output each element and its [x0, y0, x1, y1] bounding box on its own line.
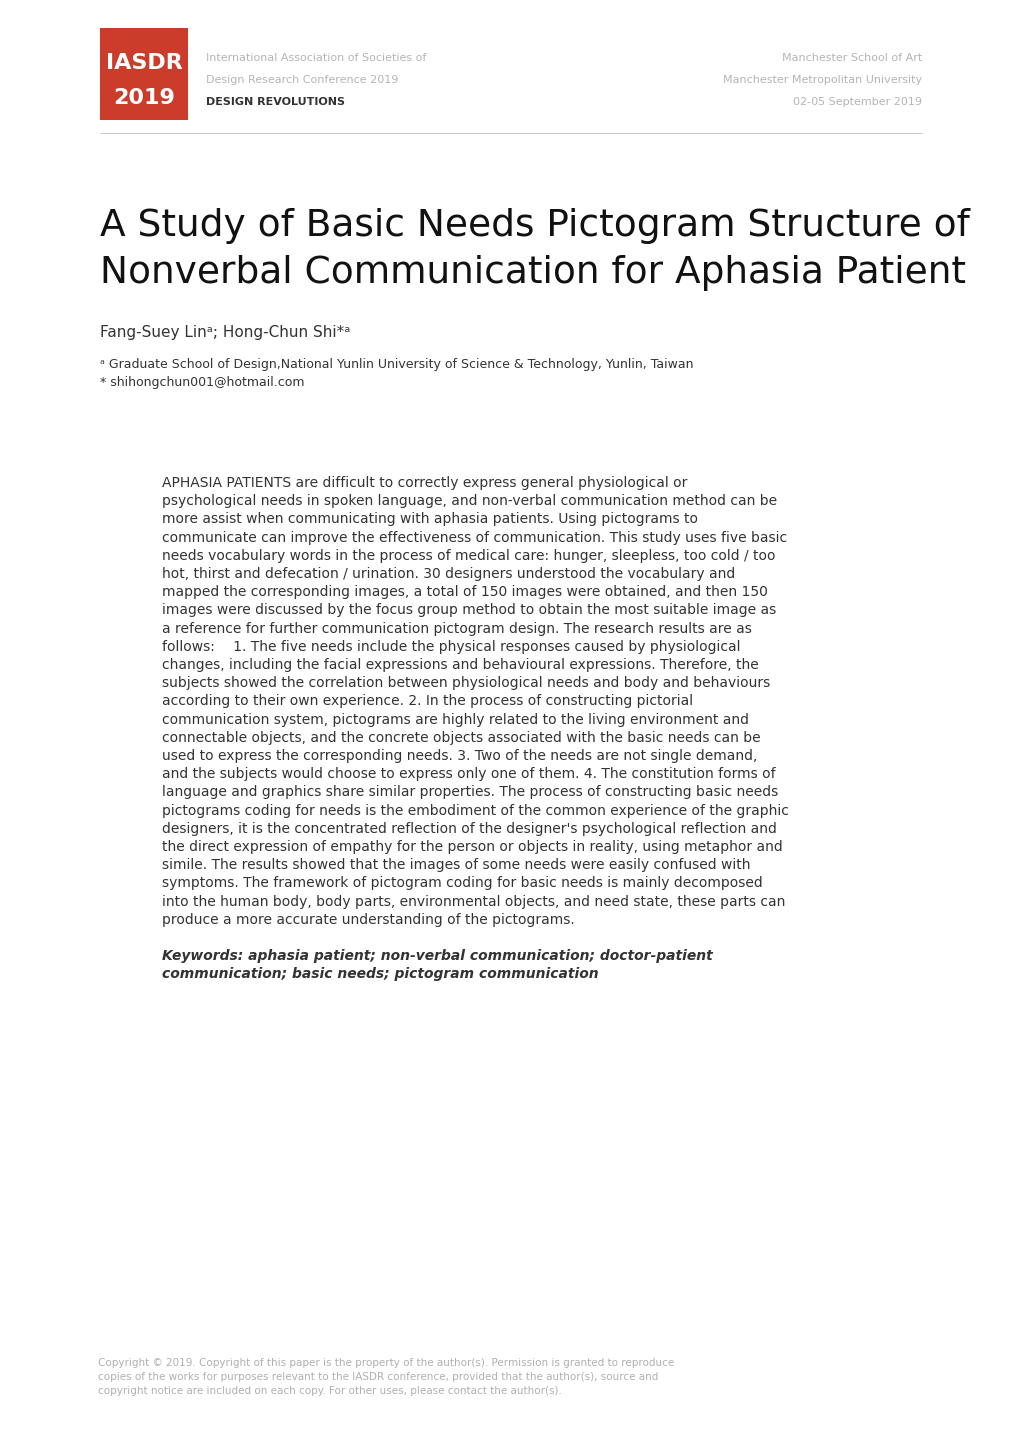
- Text: Keywords: aphasia patient; non-verbal communication; doctor-patient: Keywords: aphasia patient; non-verbal co…: [162, 949, 712, 963]
- Text: 2019: 2019: [113, 88, 175, 108]
- Text: language and graphics share similar properties. The process of constructing basi: language and graphics share similar prop…: [162, 786, 777, 799]
- Text: symptoms. The framework of pictogram coding for basic needs is mainly decomposed: symptoms. The framework of pictogram cod…: [162, 877, 762, 890]
- Text: changes, including the facial expressions and behavioural expressions. Therefore: changes, including the facial expression…: [162, 658, 758, 672]
- Text: mapped the corresponding images, a total of 150 images were obtained, and then 1: mapped the corresponding images, a total…: [162, 585, 767, 600]
- Text: a reference for further communication pictogram design. The research results are: a reference for further communication pi…: [162, 622, 751, 636]
- Text: into the human body, body parts, environmental objects, and need state, these pa: into the human body, body parts, environ…: [162, 894, 785, 908]
- Text: communication; basic needs; pictogram communication: communication; basic needs; pictogram co…: [162, 968, 598, 981]
- Text: Manchester Metropolitan University: Manchester Metropolitan University: [722, 75, 921, 85]
- Text: pictograms coding for needs is the embodiment of the common experience of the gr: pictograms coding for needs is the embod…: [162, 803, 788, 818]
- Text: designers, it is the concentrated reflection of the designer's psychological ref: designers, it is the concentrated reflec…: [162, 822, 776, 836]
- Text: A Study of Basic Needs Pictogram Structure of: A Study of Basic Needs Pictogram Structu…: [100, 208, 969, 244]
- Text: Copyright © 2019. Copyright of this paper is the property of the author(s). Perm: Copyright © 2019. Copyright of this pape…: [98, 1358, 674, 1368]
- Text: images were discussed by the focus group method to obtain the most suitable imag: images were discussed by the focus group…: [162, 603, 775, 617]
- Text: Manchester School of Art: Manchester School of Art: [781, 53, 921, 63]
- Text: hot, thirst and defecation / urination. 30 designers understood the vocabulary a: hot, thirst and defecation / urination. …: [162, 567, 735, 581]
- Text: Design Research Conference 2019: Design Research Conference 2019: [206, 75, 398, 85]
- Text: follows:  1. The five needs include the physical responses caused by physiologic: follows: 1. The five needs include the p…: [162, 640, 740, 653]
- Text: according to their own experience. 2. In the process of constructing pictorial: according to their own experience. 2. In…: [162, 695, 693, 708]
- Text: ᵃ Graduate School of Design,National Yunlin University of Science & Technology, : ᵃ Graduate School of Design,National Yun…: [100, 358, 693, 371]
- Text: more assist when communicating with aphasia patients. Using pictograms to: more assist when communicating with apha…: [162, 512, 697, 526]
- Text: 02-05 September 2019: 02-05 September 2019: [792, 97, 921, 107]
- Text: IASDR: IASDR: [106, 53, 182, 74]
- Text: simile. The results showed that the images of some needs were easily confused wi: simile. The results showed that the imag…: [162, 858, 750, 872]
- Text: used to express the corresponding needs. 3. Two of the needs are not single dema: used to express the corresponding needs.…: [162, 748, 757, 763]
- Text: copyright notice are included on each copy. For other uses, please contact the a: copyright notice are included on each co…: [98, 1386, 561, 1396]
- FancyBboxPatch shape: [100, 27, 187, 120]
- Text: produce a more accurate understanding of the pictograms.: produce a more accurate understanding of…: [162, 913, 574, 927]
- Text: DESIGN REVOLUTIONS: DESIGN REVOLUTIONS: [206, 97, 344, 107]
- Text: communication system, pictograms are highly related to the living environment an: communication system, pictograms are hig…: [162, 712, 748, 727]
- Text: subjects showed the correlation between physiological needs and body and behavio: subjects showed the correlation between …: [162, 676, 769, 691]
- Text: needs vocabulary words in the process of medical care: hunger, sleepless, too co: needs vocabulary words in the process of…: [162, 549, 774, 562]
- Text: APHASIA PATIENTS are difficult to correctly express general physiological or: APHASIA PATIENTS are difficult to correc…: [162, 476, 687, 490]
- Text: and the subjects would choose to express only one of them. 4. The constitution f: and the subjects would choose to express…: [162, 767, 774, 782]
- Text: communicate can improve the effectiveness of communication. This study uses five: communicate can improve the effectivenes…: [162, 531, 787, 545]
- Text: Nonverbal Communication for Aphasia Patient: Nonverbal Communication for Aphasia Pati…: [100, 255, 965, 291]
- Text: connectable objects, and the concrete objects associated with the basic needs ca: connectable objects, and the concrete ob…: [162, 731, 760, 746]
- Text: the direct expression of empathy for the person or objects in reality, using met: the direct expression of empathy for the…: [162, 841, 782, 854]
- Text: psychological needs in spoken language, and non-verbal communication method can : psychological needs in spoken language, …: [162, 495, 776, 508]
- Text: International Association of Societies of: International Association of Societies o…: [206, 53, 426, 63]
- Text: Fang-Suey Linᵃ; Hong-Chun Shi*ᵃ: Fang-Suey Linᵃ; Hong-Chun Shi*ᵃ: [100, 324, 351, 340]
- Text: copies of the works for purposes relevant to the IASDR conference, provided that: copies of the works for purposes relevan…: [98, 1371, 657, 1381]
- Text: * shihongchun001@hotmail.com: * shihongchun001@hotmail.com: [100, 376, 305, 389]
